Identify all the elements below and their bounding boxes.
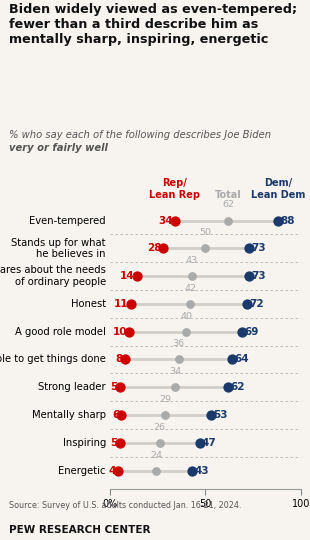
Point [275,216,280,225]
Text: Total: Total [215,190,241,200]
Point [153,467,158,475]
Text: Rep/
Lean Rep: Rep/ Lean Rep [149,178,200,200]
Text: 5: 5 [110,438,117,448]
Text: 14: 14 [120,271,135,281]
Point [239,327,244,336]
Text: 53: 53 [213,410,228,420]
Point [127,327,132,336]
Point [226,216,231,225]
Text: 34: 34 [169,367,181,376]
Point [129,300,134,308]
Text: PEW RESEARCH CENTER: PEW RESEARCH CENTER [9,525,151,535]
Text: 10: 10 [112,327,127,337]
Point [163,411,168,420]
Text: 28: 28 [147,244,161,253]
Text: Biden widely viewed as even-tempered;
fewer than a third describe him as
mentall: Biden widely viewed as even-tempered; fe… [9,3,297,46]
Text: 43: 43 [186,256,198,265]
Text: 88: 88 [280,215,294,226]
Point [134,272,139,280]
Point [123,355,128,364]
Point [117,438,122,447]
Text: 34: 34 [158,215,173,226]
Point [247,272,252,280]
Point [157,438,162,447]
Text: 24: 24 [150,450,162,460]
Text: 40: 40 [180,312,192,321]
Point [230,355,235,364]
Text: 11: 11 [114,299,129,309]
Text: 43: 43 [194,465,209,476]
Text: 6: 6 [112,410,119,420]
Point [172,383,177,391]
Text: Dem/
Lean Dem: Dem/ Lean Dem [250,178,305,200]
Text: 26: 26 [154,423,166,432]
Point [203,244,208,253]
Point [184,327,189,336]
Text: 72: 72 [250,299,264,309]
Text: 29: 29 [159,395,171,404]
Point [188,300,193,308]
Point [226,383,231,391]
Point [245,300,250,308]
Text: 36: 36 [173,339,185,348]
Point [209,411,214,420]
Point [247,244,252,253]
Text: 69: 69 [244,327,258,337]
Point [172,216,177,225]
Text: 47: 47 [202,438,217,448]
Text: 42: 42 [184,284,196,293]
Text: 64: 64 [234,354,249,364]
Text: % who say each of the following describes Joe Biden: % who say each of the following describe… [9,130,272,140]
Text: 5: 5 [110,382,117,392]
Point [119,411,124,420]
Point [197,438,202,447]
Text: 62: 62 [231,382,245,392]
Text: 62: 62 [222,200,234,210]
Text: 4: 4 [108,465,115,476]
Text: 8: 8 [116,354,123,364]
Point [189,272,194,280]
Point [176,355,181,364]
Text: 50: 50 [199,228,211,237]
Point [115,467,120,475]
Text: 73: 73 [251,244,266,253]
Text: Source: Survey of U.S. adults conducted Jan. 16-21, 2024.: Source: Survey of U.S. adults conducted … [9,501,242,510]
Point [117,383,122,391]
Text: very or fairly well: very or fairly well [9,143,108,153]
Point [189,467,194,475]
Text: 73: 73 [251,271,266,281]
Point [161,244,166,253]
